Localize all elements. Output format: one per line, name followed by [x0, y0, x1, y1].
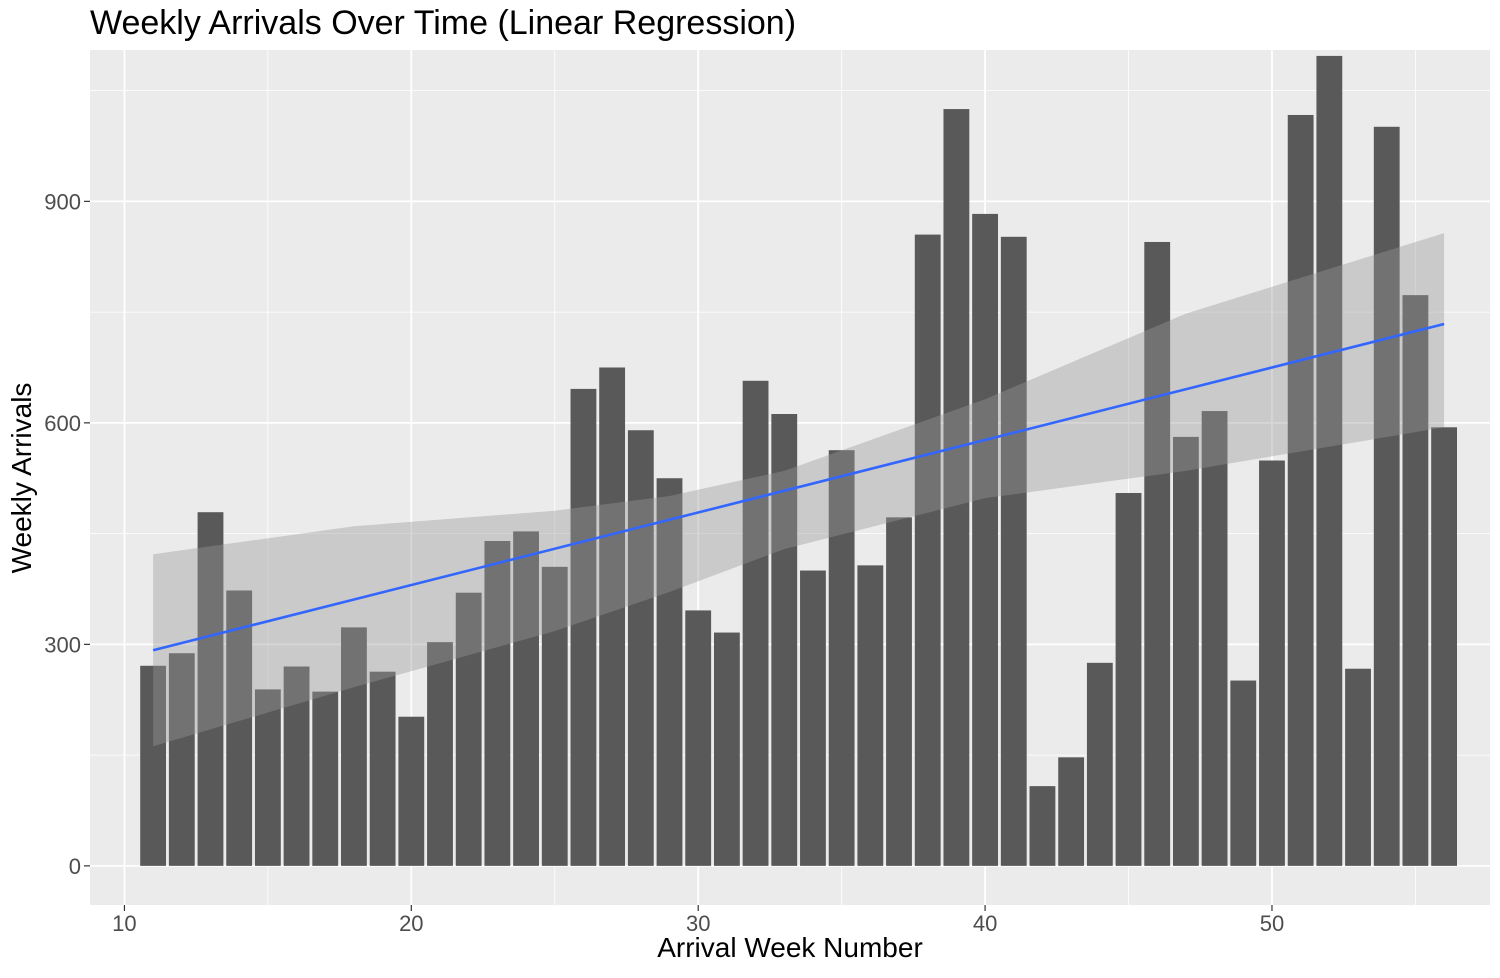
x-axis-label: Arrival Week Number — [657, 932, 923, 963]
x-tick-label: 40 — [973, 911, 997, 936]
y-tick-label: 600 — [44, 411, 81, 436]
bar — [1201, 411, 1228, 866]
bar — [254, 689, 281, 866]
x-tick-label: 50 — [1260, 911, 1284, 936]
bar — [197, 512, 224, 866]
bar — [1287, 114, 1314, 866]
bar — [828, 450, 855, 866]
bar — [1144, 241, 1171, 866]
bar — [1029, 786, 1056, 866]
bar — [800, 570, 826, 866]
bar — [1230, 680, 1257, 866]
y-tick-label: 900 — [44, 189, 81, 214]
bar — [541, 566, 568, 866]
bar — [570, 388, 597, 866]
y-tick-label: 300 — [44, 632, 81, 657]
regression-line — [152, 322, 1445, 652]
bar — [1316, 55, 1343, 866]
bar — [1373, 126, 1400, 866]
bar — [1431, 427, 1458, 866]
y-tick-label: 0 — [69, 854, 81, 879]
bar — [943, 109, 970, 866]
y-axis-label: Weekly Arrivals — [6, 382, 37, 573]
bar — [713, 632, 740, 866]
bar — [513, 531, 539, 866]
bar — [627, 430, 654, 866]
bar — [742, 380, 769, 866]
bar — [1000, 236, 1027, 866]
bar — [886, 517, 912, 866]
bar — [427, 642, 453, 866]
bar — [283, 666, 310, 866]
bar — [685, 610, 712, 866]
x-tick-label: 10 — [112, 911, 136, 936]
bar — [857, 565, 884, 866]
bar — [972, 213, 998, 866]
bar — [455, 592, 482, 866]
bar — [1345, 668, 1371, 866]
bar — [341, 627, 367, 866]
bar — [1172, 436, 1199, 866]
bar — [398, 716, 425, 866]
bar — [1058, 757, 1085, 866]
bar — [369, 671, 396, 866]
bar — [599, 367, 626, 866]
x-tick-label: 30 — [686, 911, 710, 936]
bar — [312, 691, 339, 866]
bar — [168, 653, 195, 866]
bar — [1115, 493, 1142, 866]
bar — [656, 478, 683, 866]
bar — [226, 590, 253, 866]
bar — [140, 665, 167, 866]
bar — [484, 540, 511, 866]
bar — [1259, 460, 1285, 866]
bar — [1402, 295, 1429, 866]
bar — [1086, 662, 1113, 866]
x-tick-label: 20 — [399, 911, 423, 936]
chart-title: Weekly Arrivals Over Time (Linear Regres… — [90, 4, 797, 42]
confidence-band — [153, 233, 1445, 747]
y-axis-label-container: Weekly Arrivals — [2, 50, 42, 905]
bar — [914, 234, 941, 866]
